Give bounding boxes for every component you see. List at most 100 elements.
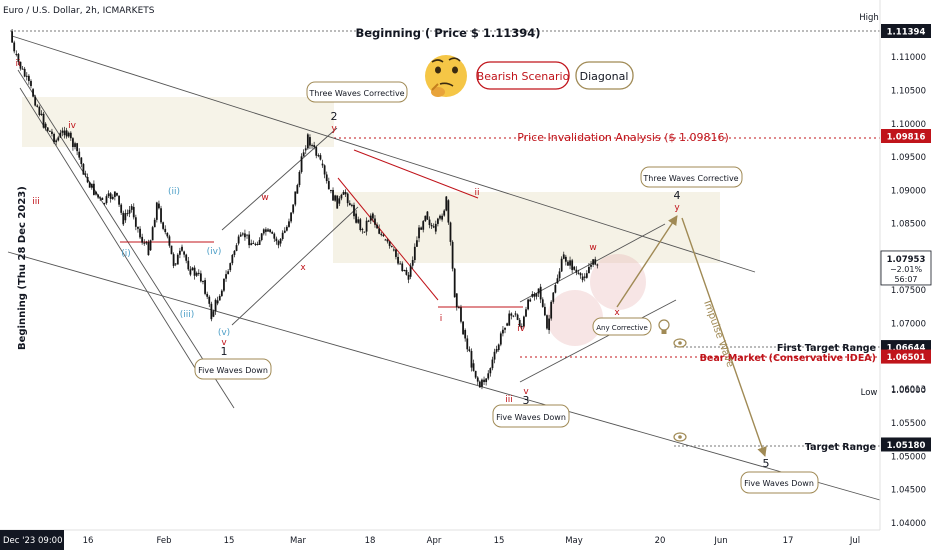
candle-body	[139, 228, 141, 238]
candle-body	[183, 251, 185, 255]
wave-label: 3	[523, 394, 530, 407]
candle-body	[311, 145, 313, 147]
candle-body	[376, 224, 378, 229]
wave-label: 4	[674, 189, 681, 202]
candle-body	[468, 349, 471, 351]
candle-body	[124, 213, 127, 221]
svg-text:Five Waves Down: Five Waves Down	[496, 413, 566, 422]
candle-body	[59, 132, 62, 138]
diagonal-button[interactable]: Diagonal	[575, 61, 634, 90]
candle-body	[462, 321, 464, 335]
svg-text:Five Waves Down: Five Waves Down	[198, 366, 268, 375]
candle-body	[493, 351, 496, 360]
candle-body	[241, 233, 244, 235]
candle-body	[426, 211, 429, 220]
candle-body	[302, 152, 305, 157]
time-start-bg	[0, 530, 64, 550]
candle-body	[262, 229, 265, 234]
candle-body	[386, 239, 389, 242]
candle-body	[118, 195, 120, 205]
candle-body	[520, 326, 523, 328]
candle-body	[120, 204, 123, 213]
candle-body	[378, 228, 381, 234]
candle-body	[111, 196, 114, 199]
symbol-title: Euro / U.S. Dollar, 2h, ICMARKETS	[3, 6, 155, 16]
channel-bottom-line	[7, 251, 881, 501]
candle-body	[72, 138, 74, 147]
candle-body	[235, 245, 238, 251]
candle-body	[560, 258, 563, 272]
countdown: 56:07	[894, 275, 917, 284]
candle-body	[575, 269, 578, 273]
wave4-channel-bottom	[519, 299, 677, 383]
bearish-scenario-button[interactable]: Bearish Scenario	[476, 61, 570, 90]
current-change: −2.01%	[890, 265, 923, 274]
candle-body	[321, 163, 324, 166]
candle-body	[336, 195, 339, 209]
candle-body	[13, 42, 16, 52]
candle-body	[197, 272, 200, 274]
candle-body	[220, 290, 223, 296]
candle-body	[69, 132, 72, 139]
candle-body	[149, 240, 152, 251]
candle-body	[460, 307, 462, 322]
candle-body	[202, 280, 204, 282]
current-price: 1.07953	[887, 255, 926, 265]
candle-body	[38, 106, 41, 115]
candle-body	[252, 242, 255, 244]
candle-body	[447, 200, 450, 223]
candle-body	[365, 220, 368, 232]
candle-body	[367, 220, 370, 222]
candle-body	[357, 219, 360, 223]
candle-body	[285, 226, 288, 231]
three-waves-callout-1: Three Waves Corrective	[306, 81, 408, 103]
current-price-box	[880, 250, 932, 286]
candle-body	[17, 54, 20, 62]
price-tick-label: 1.09500	[891, 153, 926, 163]
candle-body	[170, 245, 173, 255]
wave-label: i	[440, 314, 443, 324]
wave-label: x	[614, 308, 620, 318]
candle-body	[428, 219, 431, 226]
candle-body	[439, 215, 441, 219]
wave-label: (v)	[218, 328, 230, 338]
candle-body	[46, 127, 49, 131]
svg-text:Five Waves Down: Five Waves Down	[744, 479, 814, 488]
time-tick-label: 16	[83, 536, 94, 546]
candle-body	[527, 299, 529, 310]
candle-body	[464, 330, 467, 339]
candle-body	[518, 319, 521, 327]
candle-body	[548, 318, 550, 331]
candle-body	[481, 379, 483, 387]
candle-body	[546, 315, 548, 329]
time-tick-label: 17	[783, 536, 794, 546]
candle-body	[596, 264, 599, 266]
price-tick-label: 1.10500	[891, 86, 926, 96]
candle-body	[422, 221, 425, 230]
candle-body	[74, 143, 76, 147]
first-target-label: First Target Range	[777, 343, 876, 354]
candle-body	[84, 173, 87, 175]
wave-label: w	[261, 193, 268, 203]
invalidation-price-tag: 1.09816	[887, 133, 926, 143]
candle-body	[374, 218, 376, 225]
candle-body	[51, 131, 53, 134]
candle-body	[93, 183, 95, 195]
candle-body	[53, 133, 55, 143]
candle-body	[382, 234, 385, 237]
candle-body	[15, 53, 18, 55]
wave2-fall-line-low	[337, 177, 439, 301]
candle-body	[466, 338, 469, 350]
candle-body	[265, 229, 267, 232]
candle-body	[562, 254, 565, 259]
candle-body	[32, 89, 34, 97]
wave-label: y	[331, 124, 337, 134]
wave2-channel-top	[221, 127, 338, 231]
candle-body	[543, 306, 546, 316]
svg-text:Three Waves Corrective: Three Waves Corrective	[308, 89, 404, 98]
bear-price-tag: 1.06501	[887, 353, 926, 363]
price-tick-label: 1.05500	[891, 419, 926, 429]
candle-body	[97, 194, 99, 198]
candle-body	[453, 268, 456, 298]
